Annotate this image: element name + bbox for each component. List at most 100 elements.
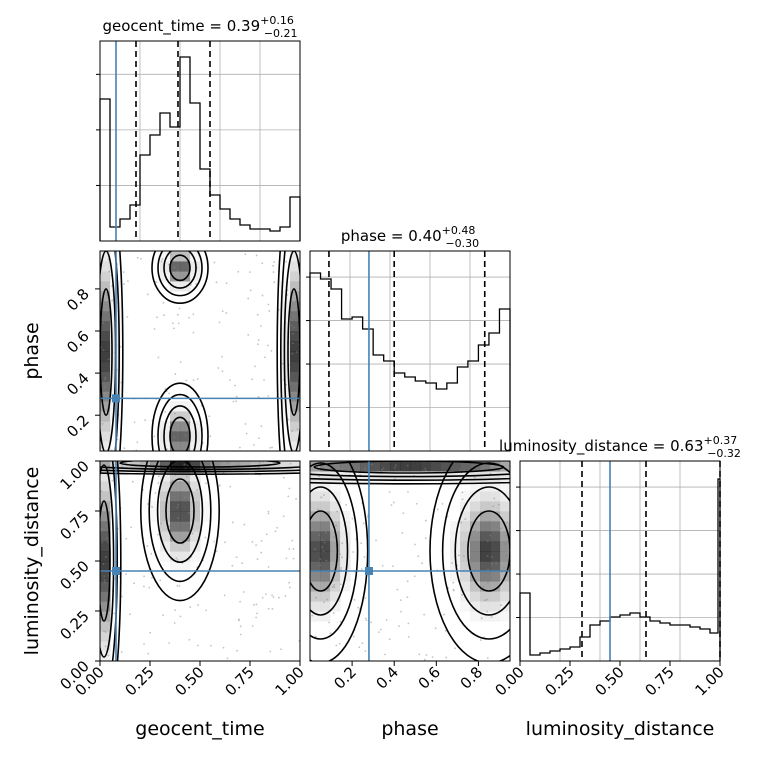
luminosity_distance-vs-geocent_time-sample-point xyxy=(277,596,280,599)
luminosity_distance-vs-phase-density-cell xyxy=(460,541,471,552)
luminosity_distance-vs-geocent_time-sample-point xyxy=(288,548,291,550)
phase-vs-geocent_time-sample-point xyxy=(257,437,260,440)
phase-vs-geocent_time-density-cell xyxy=(290,341,300,352)
luminosity_distance-vs-phase-sample-point xyxy=(461,593,463,596)
luminosity_distance-vs-phase-density-cell xyxy=(460,521,471,532)
luminosity_distance-vs-phase-density-cell xyxy=(310,521,321,532)
luminosity_distance-vs-phase-density-cell xyxy=(470,491,481,502)
luminosity_distance-vs-phase-sample-point xyxy=(322,573,325,576)
luminosity_distance-vs-phase-sample-point xyxy=(402,512,405,515)
luminosity_distance-vs-phase-sample-point xyxy=(423,658,426,661)
luminosity_distance-vs-phase-sample-point xyxy=(336,510,338,513)
phase-vs-geocent_time-sample-point xyxy=(119,345,122,348)
luminosity_distance-vs-phase-sample-point xyxy=(362,522,365,525)
luminosity_distance-vs-phase-sample-point xyxy=(492,505,495,508)
luminosity_distance-vs-phase-density-cell xyxy=(340,461,351,472)
phase-vs-geocent_time-sample-point xyxy=(268,310,271,312)
phase-ytick-label: 0.8 xyxy=(63,285,93,315)
luminosity_distance-vs-phase-sample-point xyxy=(379,628,382,631)
luminosity_distance-vs-phase-density-cell xyxy=(320,611,331,622)
luminosity_distance-vs-phase-sample-point xyxy=(492,527,495,530)
phase-hist-panel xyxy=(306,250,511,452)
phase-vs-geocent_time-sample-point xyxy=(273,261,276,264)
luminosity_distance-vs-phase-sample-point xyxy=(321,539,324,541)
luminosity_distance-vs-phase-sample-point xyxy=(393,466,396,469)
phase-vs-geocent_time-density-cell xyxy=(100,421,111,432)
phase-vs-geocent_time-sample-point xyxy=(296,428,299,431)
luminosity_distance-vs-phase-sample-point xyxy=(360,542,363,545)
luminosity_distance-vs-phase-sample-point xyxy=(425,653,428,656)
luminosity_distance-vs-phase-sample-point xyxy=(351,517,354,520)
luminosity_distance-vs-phase-density-cell xyxy=(490,581,501,592)
luminosity_distance-vs-phase-sample-point xyxy=(407,635,410,638)
luminosity_distance-vs-geocent_time-density-cell xyxy=(100,491,111,502)
luminosity_distance-vs-phase-sample-point xyxy=(447,587,450,590)
luminosity_distance-vs-phase-density-cell xyxy=(500,471,510,482)
luminosity_distance-vs-geocent_time-density-cell xyxy=(170,511,181,522)
luminosity_distance-vs-geocent_time-sample-point xyxy=(287,495,290,498)
phase-xtick-label: 0.2 xyxy=(330,663,360,693)
luminosity_distance-vs-phase-sample-point xyxy=(331,586,334,588)
luminosity_distance-vs-phase-sample-point xyxy=(474,529,476,532)
luminosity_distance-ytick-label: 0.75 xyxy=(56,507,92,543)
luminosity_distance-vs-geocent_time-density-cell xyxy=(180,501,191,512)
luminosity_distance-vs-phase-sample-point xyxy=(477,561,479,564)
luminosity_distance-vs-phase-sample-point xyxy=(310,572,312,575)
luminosity_distance-vs-phase-density-cell xyxy=(450,521,461,532)
phase-vs-geocent_time-sample-point xyxy=(166,448,168,451)
luminosity_distance-hist-title-plus: +0.37 xyxy=(704,434,738,447)
luminosity_distance-vs-phase-density-cell xyxy=(480,571,491,582)
luminosity_distance-vs-phase-density-cell xyxy=(500,461,510,472)
phase-vs-geocent_time-density-cell xyxy=(100,291,111,302)
luminosity_distance-vs-phase-sample-point xyxy=(322,550,325,553)
luminosity_distance-vs-phase-sample-point xyxy=(364,650,367,653)
luminosity_distance-vs-geocent_time-density-cell xyxy=(100,551,111,562)
luminosity_distance-vs-geocent_time-sample-point xyxy=(171,479,174,482)
phase-vs-geocent_time-sample-point xyxy=(221,370,224,373)
phase-vs-geocent_time-sample-point xyxy=(102,349,105,352)
luminosity_distance-vs-geocent_time-density-cell xyxy=(100,601,111,612)
luminosity_distance-vs-phase-density-cell xyxy=(470,511,481,522)
luminosity_distance-vs-geocent_time-contour xyxy=(119,461,281,468)
phase-vs-geocent_time-sample-point xyxy=(172,322,174,325)
luminosity_distance-vs-geocent_time-sample-point xyxy=(236,649,239,652)
phase-vs-geocent_time-sample-point xyxy=(173,412,176,415)
luminosity_distance-vs-geocent_time-density-cell xyxy=(130,461,141,472)
luminosity_distance-vs-phase-sample-point xyxy=(458,554,460,557)
luminosity_distance-vs-phase-density-cell xyxy=(470,501,481,512)
luminosity_distance-vs-geocent_time-sample-point xyxy=(107,654,110,657)
luminosity_distance-vs-phase-sample-point xyxy=(352,551,354,553)
luminosity_distance-vs-phase-sample-point xyxy=(375,539,377,542)
phase-vs-geocent_time-sample-point xyxy=(101,422,104,425)
luminosity_distance-vs-phase-sample-point xyxy=(388,638,391,641)
luminosity_distance-vs-geocent_time-sample-point xyxy=(108,465,110,467)
phase-hist-step xyxy=(309,272,511,451)
luminosity_distance-vs-geocent_time-sample-point xyxy=(106,541,109,544)
phase-vs-geocent_time-density-cell xyxy=(170,431,181,442)
phase-vs-geocent_time-sample-point xyxy=(195,283,197,285)
luminosity_distance-vs-phase-contour xyxy=(313,461,505,474)
luminosity_distance-vs-geocent_time-sample-point xyxy=(292,557,295,560)
phase-vs-geocent_time-density-cell xyxy=(100,351,111,362)
luminosity_distance-hist-title: luminosity_distance = 0.63+0.37 −0.32 xyxy=(499,434,741,460)
luminosity_distance-vs-phase-density-cell xyxy=(310,471,321,482)
phase-vs-geocent_time-sample-point xyxy=(293,326,296,329)
luminosity_distance-vs-geocent_time-sample-point xyxy=(125,537,128,540)
luminosity_distance-vs-phase-sample-point xyxy=(365,619,368,622)
luminosity_distance-vs-phase-density-cell xyxy=(470,481,481,492)
phase-vs-geocent_time-sample-point xyxy=(281,362,284,365)
luminosity_distance-vs-phase-density-cell xyxy=(480,511,491,522)
luminosity_distance-vs-phase-density-cell xyxy=(490,481,501,492)
luminosity_distance-vs-phase-density-cell xyxy=(470,611,481,622)
luminosity_distance-vs-geocent_time-sample-point xyxy=(191,532,194,535)
luminosity_distance-vs-phase-sample-point xyxy=(505,534,508,536)
luminosity_distance-vs-phase-sample-point xyxy=(339,620,342,623)
luminosity_distance-vs-geocent_time-density-cell xyxy=(190,511,201,522)
phase-vs-geocent_time-density-cell xyxy=(100,371,111,382)
phase-vs-geocent_time-sample-point xyxy=(192,379,195,382)
luminosity_distance-vs-phase-density-cell xyxy=(490,551,501,562)
luminosity_distance-vs-geocent_time-sample-point xyxy=(146,545,149,547)
phase-vs-geocent_time-sample-point xyxy=(140,257,142,260)
luminosity_distance-vs-phase-density-cell xyxy=(450,571,461,582)
